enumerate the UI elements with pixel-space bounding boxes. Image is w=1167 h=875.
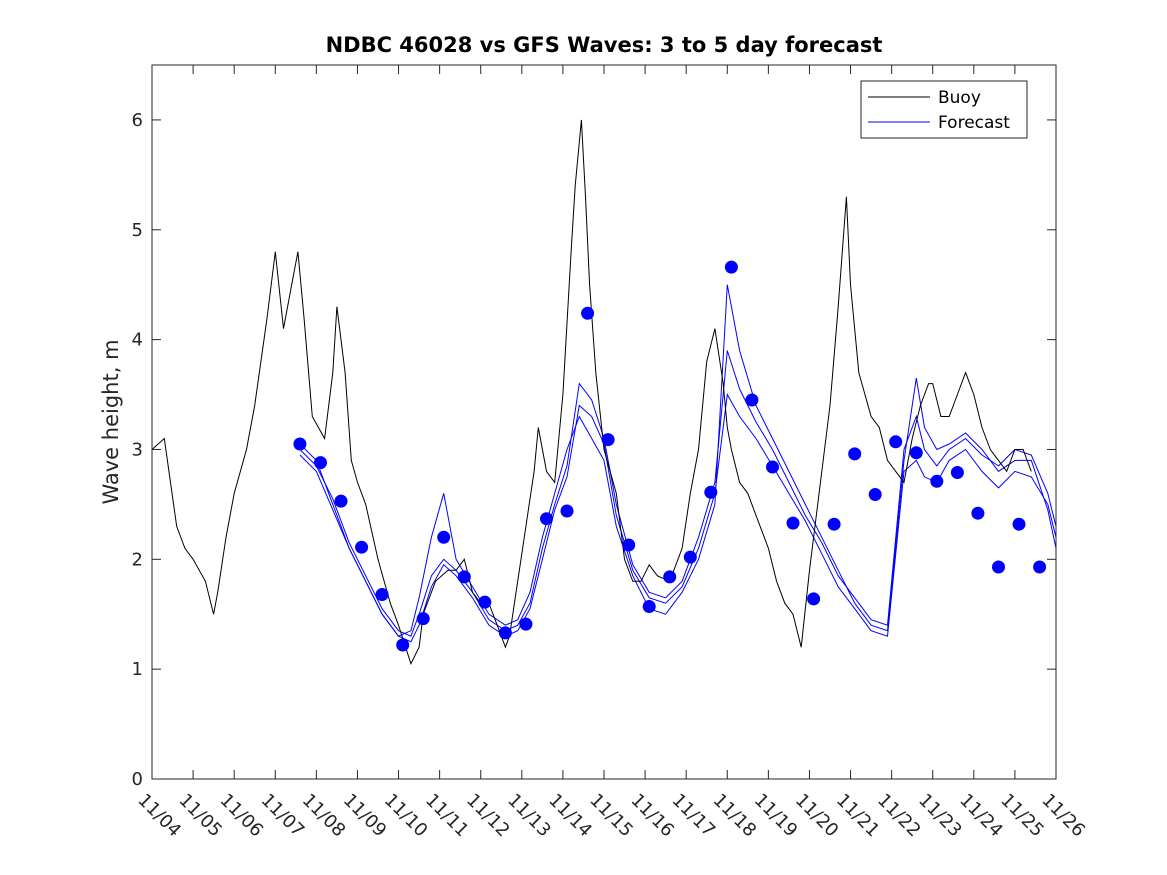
- forecast-point: [683, 550, 697, 564]
- forecast-point: [498, 626, 512, 640]
- y-tick-label: 1: [132, 659, 143, 680]
- y-tick-label: 6: [132, 110, 143, 131]
- forecast-point: [950, 466, 964, 479]
- y-axis-title: Wave height, m: [99, 339, 123, 504]
- forecast-point: [334, 494, 348, 508]
- forecast-point: [1012, 517, 1026, 531]
- forecast-point: [971, 506, 985, 520]
- forecast-point: [355, 540, 369, 554]
- forecast-point: [848, 447, 862, 461]
- forecast-point: [868, 488, 882, 501]
- y-tick-label: 0: [132, 769, 143, 790]
- forecast-point: [889, 435, 903, 449]
- marker-layer: [293, 260, 1047, 652]
- forecast-point: [457, 570, 471, 584]
- forecast-line-1: [299, 392, 1057, 643]
- forecast-point: [540, 512, 553, 526]
- forecast-point: [766, 460, 779, 474]
- y-tick-label: 4: [132, 330, 143, 351]
- forecast-point: [909, 446, 923, 460]
- legend: Buoy Forecast: [860, 80, 1028, 139]
- forecast-point: [786, 516, 800, 530]
- forecast-point: [724, 260, 738, 274]
- forecast-point: [642, 600, 656, 613]
- buoy-line: [151, 119, 1032, 666]
- forecast-point: [314, 456, 327, 470]
- forecast-point: [519, 617, 533, 631]
- legend-label-buoy: Buoy: [938, 88, 981, 108]
- forecast-point: [601, 433, 615, 447]
- chart-title: NDBC 46028 vs GFS Waves: 3 to 5 day fore…: [326, 33, 883, 57]
- forecast-point: [396, 638, 410, 652]
- y-tick-label: 3: [132, 439, 143, 460]
- plot-area: [152, 65, 1056, 779]
- forecast-point: [992, 560, 1005, 574]
- forecast-point: [478, 595, 492, 609]
- legend-box: [860, 80, 1028, 139]
- forecast-point: [560, 504, 574, 518]
- forecast-point: [416, 612, 430, 626]
- y-axis: 0 1 2 3 4 5 6: [132, 110, 1056, 790]
- forecast-point: [663, 570, 677, 584]
- forecast-point: [581, 306, 595, 320]
- series-layer: [151, 119, 1057, 666]
- forecast-line-2: [299, 350, 1057, 637]
- forecast-point: [437, 530, 451, 544]
- forecast-point: [375, 588, 389, 601]
- forecast-point: [930, 474, 944, 488]
- y-tick-label: 5: [132, 220, 143, 241]
- forecast-point: [1033, 560, 1047, 574]
- forecast-point: [807, 592, 821, 606]
- y-tick-label: 2: [132, 549, 143, 570]
- legend-label-forecast: Forecast: [938, 113, 1010, 133]
- forecast-point: [704, 485, 718, 499]
- forecast-point: [827, 517, 841, 531]
- forecast-point: [622, 538, 636, 552]
- forecast-point: [745, 393, 759, 407]
- forecast-point: [293, 437, 307, 451]
- forecast-line-3: [299, 284, 1057, 637]
